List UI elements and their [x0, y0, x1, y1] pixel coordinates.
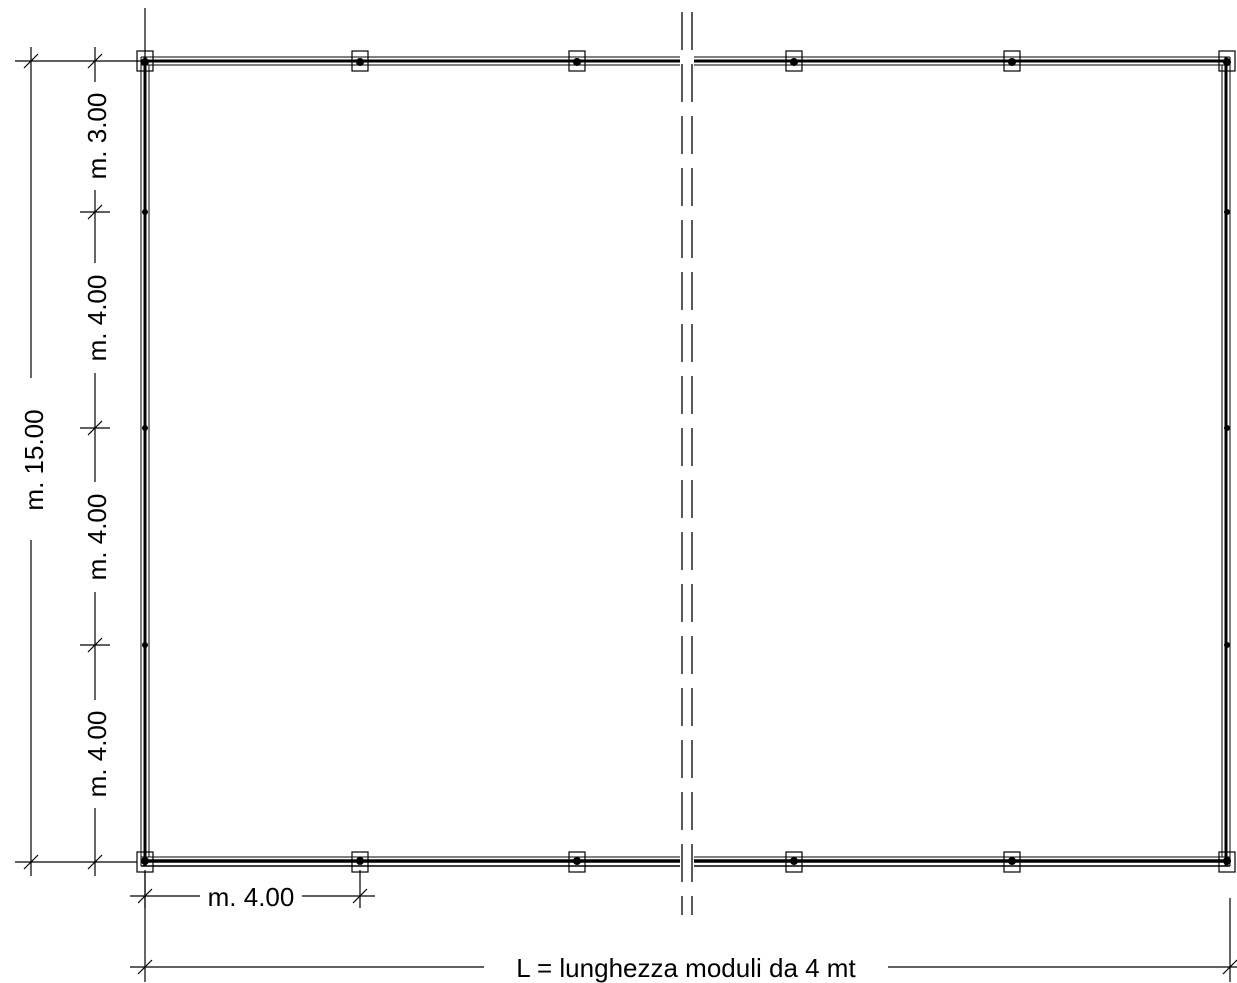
column: [1003, 50, 1021, 72]
bottom-beam-right: [694, 856, 1230, 867]
column: [568, 851, 586, 873]
column: [785, 50, 803, 72]
building-outline: [140, 56, 1231, 867]
right-wall: [1221, 57, 1231, 866]
module-width-label: m. 4.00: [208, 882, 295, 912]
segment-label-1: m. 3.00: [82, 93, 112, 180]
overall-length-label: L = lunghezza moduli da 4 mt: [516, 953, 856, 983]
left-wall: [140, 57, 150, 866]
segment-label-4: m. 4.00: [82, 711, 112, 798]
columns-top: [136, 50, 1236, 72]
column: [785, 851, 803, 873]
column: [568, 50, 586, 72]
segment-label-2: m. 4.00: [82, 275, 112, 362]
column: [351, 50, 369, 72]
overall-length-dimension: L = lunghezza moduli da 4 mt: [130, 872, 1237, 983]
segment-label-3: m. 4.00: [82, 494, 112, 581]
side-connectors: [142, 209, 1230, 648]
columns-bottom: [136, 851, 1236, 873]
break-line: [681, 12, 693, 915]
overall-depth-label: m. 15.00: [19, 409, 49, 510]
bottom-beam-left: [141, 856, 680, 867]
module-width-dimension: m. 4.00: [130, 870, 375, 912]
segment-depth-dimensions: m. 3.00 m. 4.00 m. 4.00 m. 4.00: [80, 47, 112, 876]
column: [1218, 50, 1236, 72]
top-beam-right: [694, 56, 1230, 66]
top-beam-left: [141, 56, 680, 66]
column: [1218, 851, 1236, 873]
column: [1003, 851, 1021, 873]
overall-depth-dimension: m. 15.00: [15, 8, 146, 876]
